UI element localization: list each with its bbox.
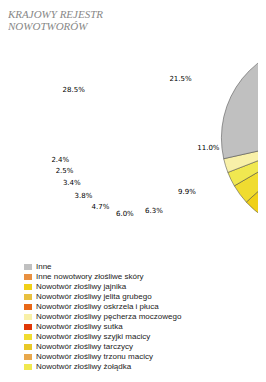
html-text:KRAJOWY REJESTR: KRAJOWY REJESTR xyxy=(8,8,103,20)
html-text:Nowotwór złośliwy jajnika: Nowotwór złośliwy jajnika xyxy=(36,282,127,291)
html-text:Nowotwór złośliwy jelita grube: Nowotwór złośliwy jelita grubego xyxy=(36,292,152,301)
svg-text:28.5%: 28.5% xyxy=(63,86,86,94)
svg-text:3.8%: 3.8% xyxy=(75,192,93,200)
svg-text:9.9%: 9.9% xyxy=(178,188,196,196)
html-text:Nowotwór złośliwy szyjki macic: Nowotwór złośliwy szyjki macicy xyxy=(36,332,151,341)
svg-text:11.0%: 11.0% xyxy=(197,144,220,152)
svg-text:2.4%: 2.4% xyxy=(51,156,69,164)
html-text:NOWOTWORÓW: NOWOTWORÓW xyxy=(8,20,88,32)
svg-text:6.3%: 6.3% xyxy=(145,207,163,215)
svg-text:2.5%: 2.5% xyxy=(56,167,74,175)
html-text:Inne: Inne xyxy=(36,262,52,271)
html-text:Nowotwór złośliwy sutka: Nowotwór złośliwy sutka xyxy=(36,322,123,331)
html-text:Nowotwór złośliwy oskrzela i p: Nowotwór złośliwy oskrzela i płuca xyxy=(36,302,159,311)
svg-text:21.5%: 21.5% xyxy=(169,75,192,83)
html-text:Nowotwór złośliwy żołądka: Nowotwór złośliwy żołądka xyxy=(36,362,132,371)
html-text:Nowotwór złośliwy pęcherza moc: Nowotwór złośliwy pęcherza moczowego xyxy=(36,312,182,321)
html-text:Nowotwór złośliwy tarczycy: Nowotwór złośliwy tarczycy xyxy=(36,342,133,351)
html-text:Inne nowotwory złośliwe skóry: Inne nowotwory złośliwe skóry xyxy=(36,272,144,281)
svg-text:6.0%: 6.0% xyxy=(116,210,134,218)
svg-text:4.7%: 4.7% xyxy=(92,203,110,211)
html-text:Nowotwór złośliwy trzonu macic: Nowotwór złośliwy trzonu macicy xyxy=(36,352,153,361)
svg-text:3.4%: 3.4% xyxy=(63,179,81,187)
